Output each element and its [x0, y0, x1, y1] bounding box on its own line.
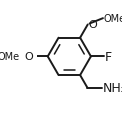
Text: OMe: OMe — [103, 14, 122, 24]
Text: OMe: OMe — [0, 52, 19, 62]
Text: F: F — [105, 50, 112, 63]
Text: O: O — [88, 20, 97, 30]
Text: O: O — [24, 52, 33, 62]
Text: NH₂: NH₂ — [102, 81, 122, 94]
